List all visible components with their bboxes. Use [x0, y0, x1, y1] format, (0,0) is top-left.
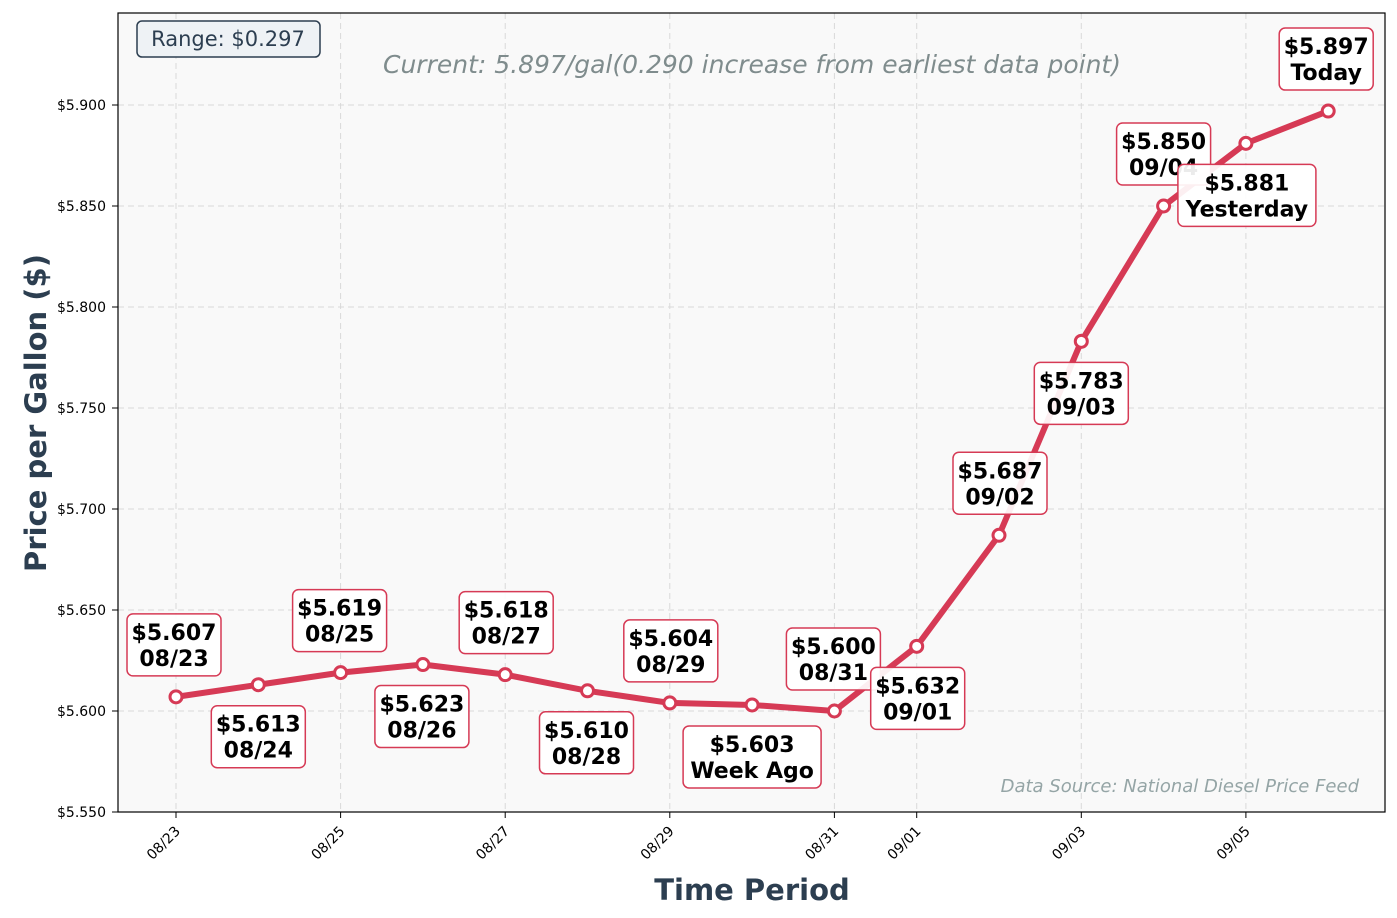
y-tick-label: $5.650: [57, 603, 106, 619]
y-axis-ticks: $5.550 $5.600 $5.650 $5.700 $5.750 $5.800 $5.8…: [57, 98, 118, 821]
x-tick-label: 08/23: [144, 824, 184, 864]
data-point: [909, 638, 925, 654]
y-tick-label: $5.850: [57, 199, 106, 215]
x-axis-ticks: 08/23 08/25 08/27 08/29 08/31 09/01 09/03 09/05: [144, 812, 1254, 863]
callout-price: $5.619: [297, 597, 382, 622]
callout-price: $5.607: [132, 621, 217, 646]
y-tick-label: $5.600: [57, 704, 106, 720]
data-source-note: Data Source: National Diesel Price Feed: [1001, 776, 1360, 797]
price-callouts: $5.60708/23$5.61308/24$5.61908/25$5.6230…: [126, 27, 1374, 789]
x-tick-label: 08/27: [473, 824, 513, 864]
x-tick-label: 08/31: [802, 824, 842, 864]
x-tick-label: 08/29: [638, 824, 678, 864]
callout-price: $5.632: [875, 674, 960, 699]
callout-price: $5.618: [464, 599, 549, 624]
x-axis-label: Time Period: [654, 873, 850, 907]
callout-price: $5.604: [628, 627, 713, 652]
plot-frame: [117, 12, 1386, 813]
callout-price: $5.687: [958, 459, 1043, 484]
callout-price: $5.613: [216, 713, 301, 738]
callout-label: 09/02: [965, 485, 1034, 510]
y-tick-label: $5.700: [57, 502, 106, 518]
callout-label: 08/25: [305, 623, 374, 648]
x-tick-label: 09/01: [885, 824, 925, 864]
data-point: [1156, 198, 1172, 214]
callout-label: 09/01: [883, 700, 952, 725]
data-point: [250, 677, 266, 693]
callout-price: $5.783: [1039, 369, 1124, 394]
data-point: [1320, 103, 1336, 119]
data-point: [415, 657, 431, 673]
callout-price: $5.603: [710, 733, 795, 758]
callout-label: Week Ago: [690, 759, 814, 784]
data-point: [1238, 135, 1254, 151]
y-tick-label: $5.900: [57, 98, 106, 114]
data-point: [662, 695, 678, 711]
callout-price: $5.850: [1121, 130, 1206, 155]
data-point: [168, 689, 184, 705]
callout-price: $5.881: [1204, 171, 1289, 196]
x-tick-label: 09/03: [1049, 824, 1089, 864]
data-points: [168, 103, 1336, 719]
x-tick-label: 08/25: [309, 824, 349, 864]
data-point: [744, 697, 760, 713]
data-point: [497, 667, 513, 683]
callout-price: $5.623: [379, 693, 464, 718]
y-tick-label: $5.550: [57, 805, 106, 821]
data-point: [580, 683, 595, 699]
callout-label: 08/24: [224, 739, 293, 764]
callout-price: $5.897: [1284, 35, 1369, 60]
range-badge-text: Range: $0.297: [151, 27, 305, 51]
callout-label: 08/27: [472, 625, 541, 650]
callout-label: 08/29: [636, 653, 705, 678]
data-point: [826, 703, 842, 719]
callout-label: Yesterday: [1185, 197, 1308, 222]
y-tick-label: $5.800: [57, 300, 106, 316]
callout-price: $5.610: [544, 719, 629, 744]
chart-subtitle: Current: 5.897/gal(0.290 increase from e…: [383, 50, 1121, 79]
range-badge: Range: $0.297: [136, 20, 321, 58]
y-axis-label: Price per Gallon ($): [19, 254, 53, 572]
callout-price: $5.600: [791, 635, 876, 660]
data-point: [991, 527, 1007, 543]
data-point: [1073, 333, 1089, 349]
callout-label: 08/28: [552, 745, 621, 770]
y-tick-label: $5.750: [57, 401, 106, 417]
callout-label: 08/23: [139, 647, 208, 672]
data-point: [333, 665, 349, 681]
x-tick-label: 09/05: [1214, 824, 1254, 864]
callout-label: 08/26: [387, 719, 456, 744]
callout-label: Today: [1290, 61, 1361, 86]
callout-label: 09/03: [1047, 395, 1116, 420]
callout-label: 08/31: [799, 661, 868, 686]
